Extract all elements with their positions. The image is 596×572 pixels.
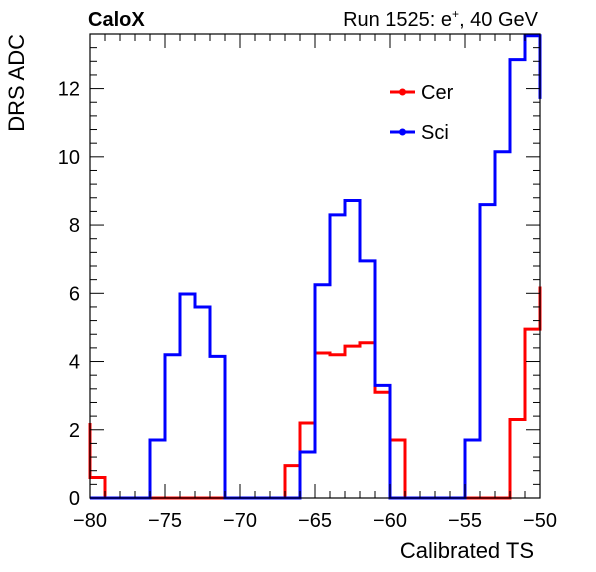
y-axis-label: DRS ADC bbox=[4, 34, 29, 132]
y-tick-label: 10 bbox=[58, 147, 80, 169]
y-tick-label: 4 bbox=[69, 352, 80, 374]
run-info-prefix: Run 1525: e bbox=[343, 9, 452, 31]
x-tick-label: −65 bbox=[298, 510, 332, 532]
y-tick-label: 12 bbox=[58, 79, 80, 101]
legend-label-sci: Sci bbox=[421, 122, 449, 144]
y-tick-label: 8 bbox=[69, 215, 80, 237]
x-tick-label: −60 bbox=[373, 510, 407, 532]
x-tick-label: −70 bbox=[223, 510, 257, 532]
run-info-sup: + bbox=[452, 7, 459, 21]
x-axis-label: Calibrated TS bbox=[400, 538, 534, 563]
x-tick-label: −75 bbox=[148, 510, 182, 532]
legend: Cer Sci bbox=[390, 82, 454, 144]
x-tick-label: −80 bbox=[73, 510, 107, 532]
legend-marker-cer bbox=[399, 88, 406, 96]
y-tick-label: 0 bbox=[69, 488, 80, 510]
x-tick-label: −55 bbox=[448, 510, 482, 532]
x-tick-label: −50 bbox=[523, 510, 557, 532]
run-info-suffix: , 40 GeV bbox=[459, 9, 539, 31]
legend-entry-sci: Sci bbox=[390, 122, 449, 144]
y-tick-label: 2 bbox=[69, 420, 80, 442]
legend-label-cer: Cer bbox=[421, 82, 454, 104]
legend-marker-sci bbox=[399, 128, 406, 136]
y-tick-label: 6 bbox=[69, 283, 80, 305]
legend-entry-cer: Cer bbox=[390, 82, 454, 104]
chart-axes: −80 −75 −70 −65 −60 −55 −50 0 2 4 6 8 10 12 bbox=[58, 33, 557, 532]
run-info-label: Run 1525: e+, 40 GeV bbox=[343, 7, 539, 31]
experiment-label: CaloX bbox=[88, 9, 145, 31]
chart-marks bbox=[88, 34, 542, 500]
series-sci-line bbox=[90, 34, 542, 500]
